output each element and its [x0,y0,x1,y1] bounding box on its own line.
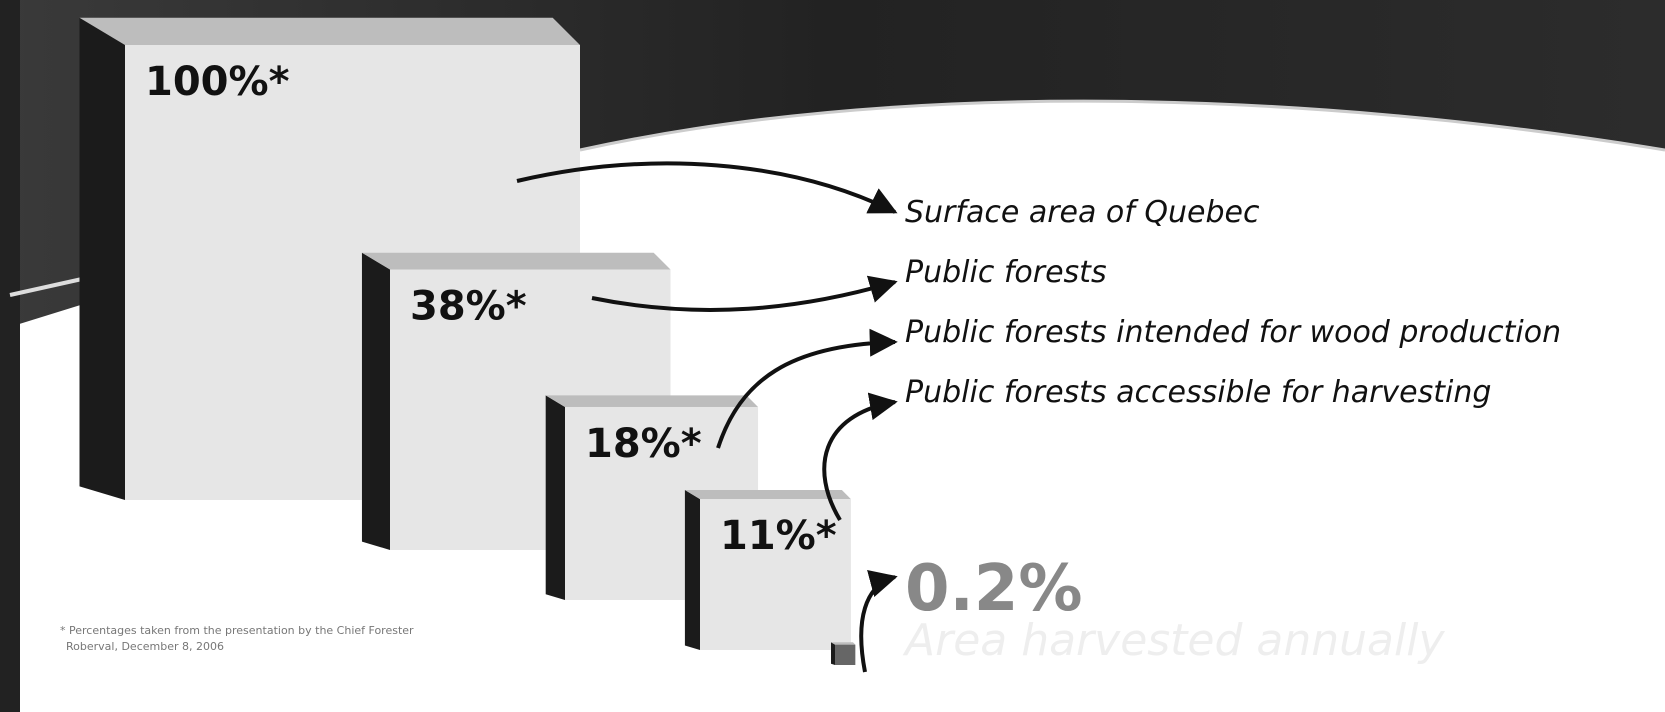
category-label: Surface area of Quebec [905,195,1260,230]
category-label: Public forests intended for wood product… [905,315,1561,350]
box-side [80,18,126,500]
category-label: Public forests accessible for harvesting [905,375,1491,410]
value-label: 38%* [410,284,527,330]
box-top [546,395,758,407]
box-top [362,253,671,270]
box-front [835,645,855,665]
value-label: 11%* [720,513,837,559]
box-side [685,490,700,650]
value-label: 100%* [145,59,290,105]
box-top [831,642,855,644]
footnote: * Percentages taken from the presentatio… [60,624,414,637]
footnote: Roberval, December 8, 2006 [66,640,224,653]
infographic: 100%* Surface area of Quebec 38%* Public fo… [0,0,1665,712]
box [831,642,855,665]
left-band [0,0,20,712]
box-top [80,18,581,45]
category-label: Public forests [905,255,1107,290]
category-label: Area harvested annually [902,615,1445,666]
box-side [362,253,390,550]
box-side [546,395,565,600]
value-label: 18%* [585,421,702,467]
box-side [831,642,835,665]
arrow [861,577,895,672]
